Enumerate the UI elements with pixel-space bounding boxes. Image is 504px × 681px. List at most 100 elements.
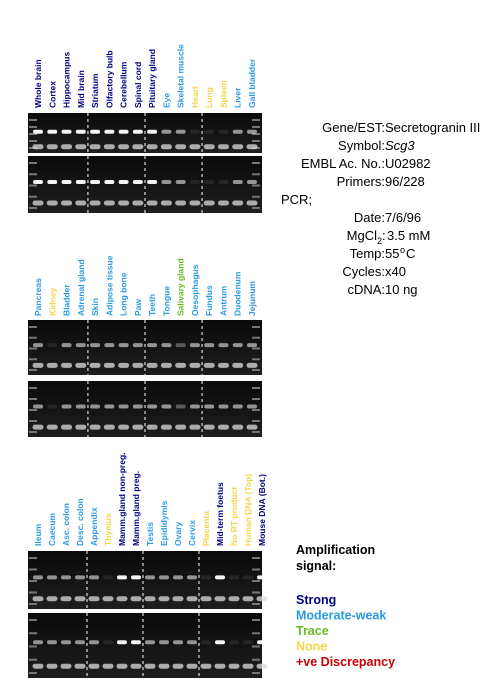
ladder-band (252, 603, 260, 605)
primer-band (200, 663, 212, 669)
product-band (173, 575, 183, 580)
product-band (132, 179, 143, 184)
ladder-band (29, 119, 37, 121)
product-band (90, 179, 101, 184)
product-band (104, 179, 115, 184)
product-band (232, 404, 243, 409)
primer-band (46, 200, 58, 206)
ladder-band (29, 580, 37, 582)
lane-label: Ileum (33, 523, 43, 546)
ladder-band (252, 119, 260, 121)
legend-title: Amplification (296, 543, 375, 557)
product-band (161, 129, 172, 134)
legend-entry: Trace (296, 624, 329, 638)
product-band (204, 404, 215, 409)
ladder-band (29, 347, 37, 350)
ladder-band (29, 195, 37, 198)
primer-band (32, 596, 44, 602)
legend-entry: Moderate-weak (296, 609, 386, 623)
primer-band (103, 144, 115, 150)
ladder-band (252, 162, 260, 164)
product-band (117, 575, 127, 580)
product-band (118, 179, 129, 184)
ladder-band (252, 369, 260, 371)
ladder-band (252, 133, 260, 135)
lane-label: Salivary gland (176, 258, 186, 316)
info-value: 55 (385, 246, 399, 261)
lane-label: Mouse DNA (Bot.) (257, 474, 267, 546)
product-band (161, 404, 172, 409)
info-value: x40 (385, 264, 406, 279)
info-label: : (382, 228, 386, 243)
primer-band (60, 596, 72, 602)
product-band (75, 129, 86, 134)
primer-band (146, 144, 158, 150)
primer-band (103, 362, 115, 368)
lane-label: Kidney (47, 287, 57, 316)
product-band (218, 179, 229, 184)
product-band (201, 640, 211, 645)
primer-band (160, 362, 172, 368)
info-label: Symbol: (338, 138, 385, 153)
product-band (61, 640, 71, 645)
lane-label: Ovary (173, 522, 183, 546)
primer-band (160, 144, 172, 150)
ladder-band (252, 326, 260, 328)
product-band (89, 575, 99, 580)
ladder-band (29, 431, 37, 433)
primer-band (172, 596, 184, 602)
product-band (103, 640, 113, 645)
ladder-band (252, 184, 260, 187)
primer-band (132, 424, 144, 430)
primer-band (200, 596, 212, 602)
info-value: 10 ng (385, 282, 418, 297)
ladder-band (252, 619, 260, 621)
product-band (159, 575, 169, 580)
lane-label: Lung (204, 87, 214, 108)
product-band (257, 575, 267, 580)
primer-band (217, 200, 229, 206)
primer-band (32, 200, 44, 206)
info-superscript: o (400, 245, 405, 255)
ladder-band (29, 398, 37, 400)
product-band (132, 404, 143, 409)
product-band (47, 179, 58, 184)
primer-band (256, 663, 268, 669)
product-band (229, 575, 239, 580)
product-band (175, 179, 186, 184)
lane-label: Hippocampus (62, 52, 72, 108)
ladder-band (29, 133, 37, 135)
product-band (232, 343, 243, 348)
primer-band (217, 362, 229, 368)
primer-band (88, 596, 100, 602)
primer-band (130, 663, 142, 669)
product-band (47, 343, 58, 348)
lane-label: Adrenal gland (76, 259, 86, 316)
primer-band (228, 596, 240, 602)
product-band (187, 640, 197, 645)
ladder-band (29, 568, 37, 571)
primer-band (61, 362, 73, 368)
info-label: Gene/EST: (322, 120, 385, 135)
lane-label: Whole brain (33, 59, 43, 108)
primer-band (46, 362, 58, 368)
primer-band (46, 663, 58, 669)
product-band (204, 343, 215, 348)
product-band (147, 404, 158, 409)
primer-band (175, 144, 187, 150)
primer-band (189, 144, 201, 150)
ladder-band (29, 672, 37, 674)
product-band (118, 343, 129, 348)
product-band (61, 129, 72, 134)
product-band (47, 640, 57, 645)
primer-band (172, 663, 184, 669)
product-band (132, 129, 143, 134)
primer-band (214, 596, 226, 602)
lane-label: Olfactory bulb (104, 50, 114, 108)
primer-band (61, 424, 73, 430)
primer-band (256, 596, 268, 602)
product-band (189, 343, 200, 348)
lane-label: Heart (190, 86, 200, 108)
gel (28, 156, 262, 213)
primer-band (232, 362, 244, 368)
